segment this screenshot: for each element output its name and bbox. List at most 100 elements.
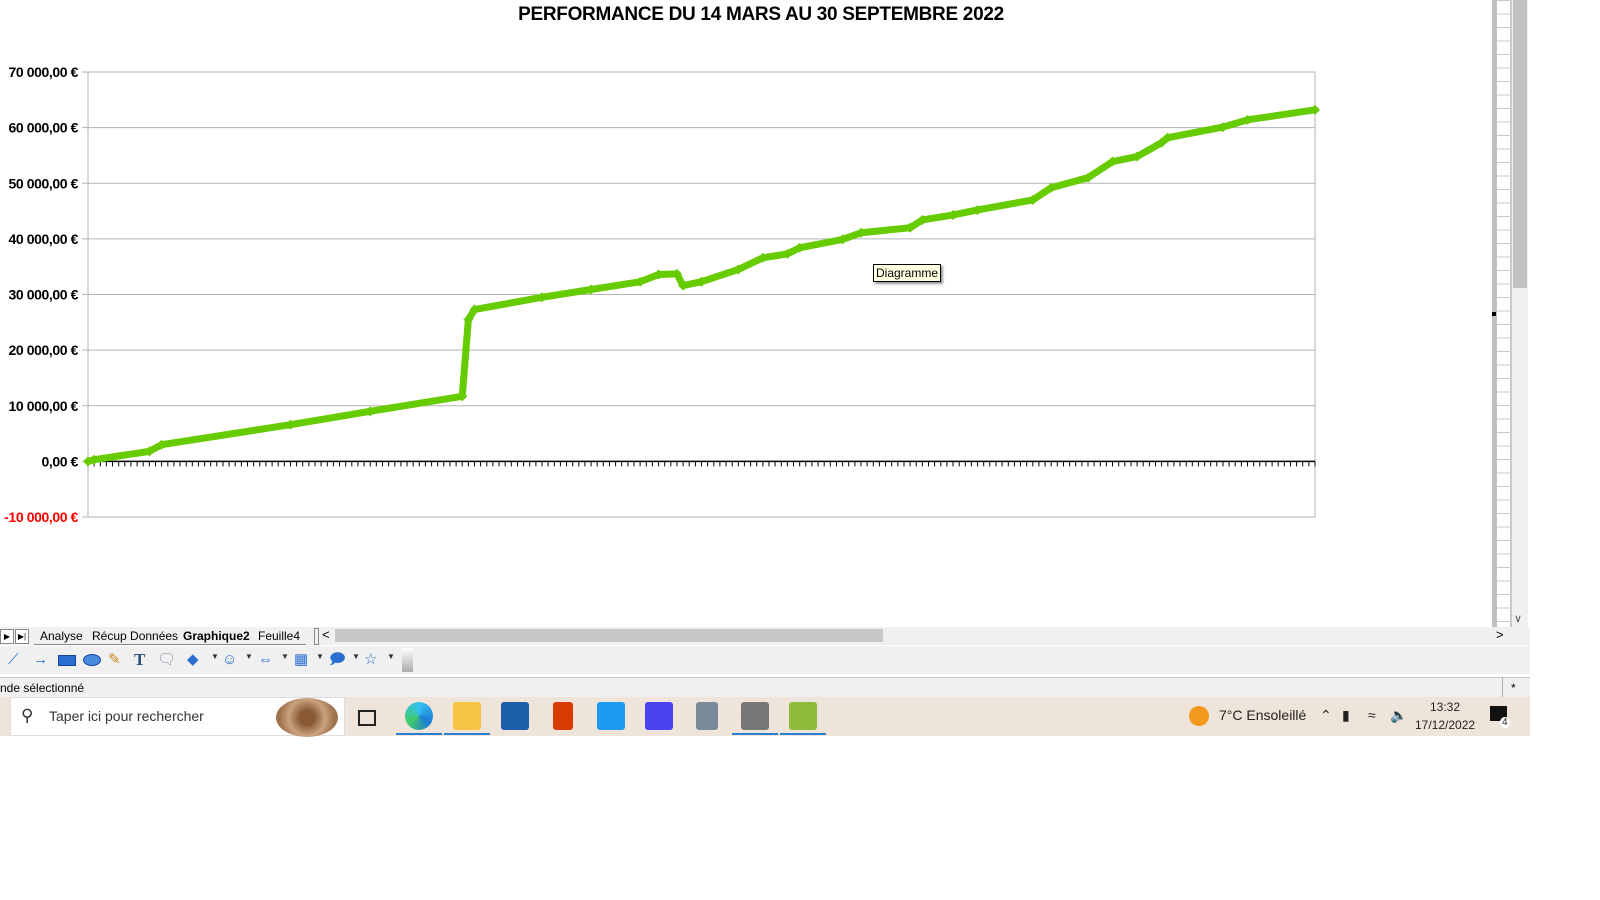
data-point xyxy=(794,242,805,253)
data-point xyxy=(1083,172,1094,183)
sheet-tab-bar: ▶ ▶| Analyse Récup Données Graphique2 Fe… xyxy=(0,627,1530,645)
office-icon[interactable] xyxy=(553,702,573,730)
y-tick-label: -10 000,00 € xyxy=(4,509,78,525)
data-point xyxy=(144,446,155,457)
scroll-right-icon[interactable]: > xyxy=(1496,627,1504,642)
show-hidden-icons[interactable]: ⌃ xyxy=(1320,707,1332,723)
symbol-shapes-icon[interactable]: ☺ xyxy=(222,651,238,668)
data-point xyxy=(733,264,744,275)
stars-icon[interactable]: ☆ xyxy=(364,651,378,668)
stock-chart-app-icon[interactable] xyxy=(732,702,778,735)
data-point xyxy=(917,214,928,225)
tab-analyse[interactable]: Analyse xyxy=(34,628,89,645)
y-tick-label: 10 000,00 € xyxy=(8,398,78,414)
y-tick-label: 40 000,00 € xyxy=(8,231,78,247)
search-highlight-image xyxy=(276,698,338,737)
wifi-icon[interactable]: ≈ xyxy=(1368,707,1376,723)
weather-icon[interactable] xyxy=(1189,706,1209,726)
weather-text[interactable]: 7°C Ensoleillé xyxy=(1219,707,1307,723)
mail-icon[interactable] xyxy=(597,702,625,730)
tab-feuille4[interactable]: Feuille4 xyxy=(252,628,307,645)
callout-tool-icon[interactable]: 🗨 xyxy=(157,651,177,668)
search-icon: ⚲ xyxy=(21,706,34,725)
volume-icon[interactable]: 🔈 xyxy=(1390,707,1408,723)
callouts-icon[interactable]: 🗩 xyxy=(329,651,346,668)
status-text: nde sélectionné xyxy=(0,681,85,695)
chevron-down-icon[interactable]: ▼ xyxy=(281,652,289,661)
search-placeholder: Taper ici pour rechercher xyxy=(49,708,204,724)
data-point xyxy=(586,284,597,295)
chevron-down-icon[interactable]: ▼ xyxy=(245,652,253,661)
data-point xyxy=(469,304,480,315)
tab-recup-donnees[interactable]: Récup Données xyxy=(86,628,185,645)
text-tool-icon[interactable]: T xyxy=(134,650,146,669)
horizontal-scroll-thumb[interactable] xyxy=(335,629,883,642)
data-point xyxy=(1027,194,1038,205)
chart-tooltip: Diagramme xyxy=(873,264,942,282)
next-sheet-icon[interactable]: ▶ xyxy=(0,629,14,644)
data-point xyxy=(671,268,682,279)
data-point xyxy=(678,280,689,291)
drawing-toolbar: ⟋ → ✎ T 🗨 ◆ ▼ ☺ ▼ ⇔ ▼ ▦ ▼ 🗩 ▼ ☆ ▼ xyxy=(0,646,1530,674)
freeform-tool-icon[interactable]: ✎ xyxy=(108,651,121,668)
chart[interactable]: 70 000,00 € 60 000,00 € 50 000,00 € 40 000,… xyxy=(0,0,1490,620)
tab-graphique2[interactable]: Graphique2 xyxy=(177,628,256,645)
data-point xyxy=(1156,137,1167,148)
data-point xyxy=(462,334,471,343)
rectangle-tool-icon[interactable] xyxy=(58,655,76,666)
clock-time[interactable]: 13:32 xyxy=(1430,700,1461,714)
data-point xyxy=(696,276,707,287)
arrow-tool-icon[interactable]: → xyxy=(33,651,48,668)
last-sheet-icon[interactable]: ▶| xyxy=(15,629,29,644)
vertical-scrollbar[interactable]: ∨ xyxy=(1512,0,1528,627)
data-point xyxy=(782,248,793,259)
data-point xyxy=(1217,122,1228,133)
flowchart-icon[interactable]: ▦ xyxy=(294,651,309,668)
chevron-down-icon[interactable]: ▼ xyxy=(316,652,324,661)
chart-frame-border xyxy=(1492,0,1497,627)
chevron-down-icon[interactable]: ▼ xyxy=(211,652,219,661)
taskbar: ⚲ Taper ici pour rechercher 7°C Ensoleil… xyxy=(0,697,1530,737)
scroll-left-icon[interactable]: < xyxy=(322,627,330,642)
spreadsheet-app-icon[interactable] xyxy=(780,702,826,735)
battery-icon[interactable]: ▮ xyxy=(1342,707,1350,723)
y-tick-label: 50 000,00 € xyxy=(8,175,78,191)
chevron-down-icon[interactable]: ▼ xyxy=(387,652,395,661)
toolbar-overflow-button[interactable] xyxy=(402,648,413,672)
task-view-icon[interactable] xyxy=(358,710,376,726)
basic-shapes-icon[interactable]: ◆ xyxy=(187,651,199,668)
data-point xyxy=(462,344,471,353)
vertical-scroll-thumb[interactable] xyxy=(1513,0,1527,288)
y-tick-label: 0,00 € xyxy=(41,453,78,469)
edge-icon[interactable] xyxy=(396,702,442,735)
scroll-down-icon[interactable]: ∨ xyxy=(1514,613,1523,625)
data-point xyxy=(856,227,867,238)
data-point xyxy=(837,234,848,245)
block-arrows-icon[interactable]: ⇔ xyxy=(258,651,273,668)
data-point xyxy=(653,269,664,280)
data-point xyxy=(460,363,469,372)
data-point xyxy=(1107,156,1118,167)
sheet-cells[interactable] xyxy=(1497,0,1512,627)
ellipse-tool-icon[interactable] xyxy=(83,654,101,666)
status-bar: nde sélectionné * xyxy=(0,677,1530,698)
data-point xyxy=(757,252,768,263)
horizontal-scrollbar[interactable] xyxy=(335,629,1495,642)
tab-splitter[interactable] xyxy=(314,628,319,645)
app-icon[interactable] xyxy=(645,702,673,730)
data-point xyxy=(459,373,468,382)
line-tool-icon[interactable]: ⟋ xyxy=(8,651,19,668)
calculator-icon[interactable] xyxy=(696,702,718,730)
data-point xyxy=(1242,114,1253,125)
taskbar-search[interactable]: ⚲ Taper ici pour rechercher xyxy=(10,697,345,737)
data-point xyxy=(905,222,916,233)
data-point xyxy=(1310,104,1320,115)
store-icon[interactable] xyxy=(501,702,529,730)
resize-handle[interactable] xyxy=(1492,312,1496,316)
data-point xyxy=(461,353,470,362)
data-point xyxy=(459,382,468,391)
chevron-down-icon[interactable]: ▼ xyxy=(352,652,360,661)
x-axis-ticks xyxy=(87,461,1316,467)
clock-date[interactable]: 17/12/2022 xyxy=(1415,718,1476,732)
file-explorer-icon[interactable] xyxy=(444,702,490,735)
